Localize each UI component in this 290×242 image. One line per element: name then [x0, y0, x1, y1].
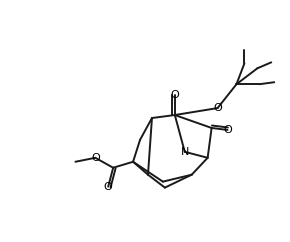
Text: O: O — [213, 103, 222, 113]
Text: N: N — [181, 147, 189, 157]
Text: O: O — [91, 153, 100, 163]
Text: O: O — [171, 90, 179, 100]
Text: O: O — [223, 125, 232, 135]
Text: O: O — [104, 182, 113, 192]
